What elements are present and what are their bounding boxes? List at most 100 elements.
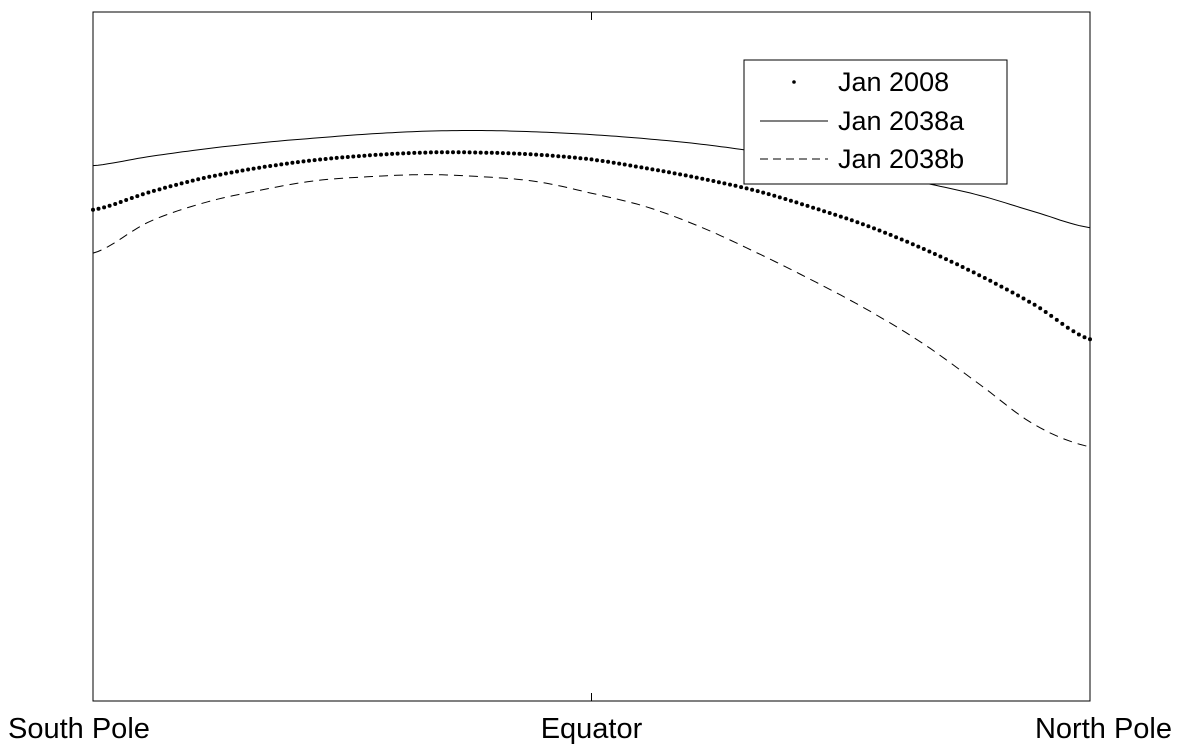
data-point — [1010, 290, 1015, 295]
data-point — [849, 218, 854, 223]
data-point — [772, 193, 777, 198]
data-point — [993, 281, 998, 286]
data-point — [905, 239, 910, 244]
data-point — [816, 207, 821, 212]
data-point — [379, 152, 383, 157]
data-point — [589, 157, 594, 162]
data-point — [362, 153, 367, 158]
data-point — [229, 170, 234, 175]
data-point — [722, 181, 727, 186]
data-point — [1043, 310, 1048, 314]
data-point — [523, 152, 527, 156]
data-point — [168, 184, 173, 189]
data-point — [179, 181, 184, 186]
data-point — [694, 175, 699, 180]
data-point — [301, 159, 306, 164]
data-point — [639, 165, 644, 170]
data-point — [246, 167, 251, 172]
data-point — [716, 180, 721, 185]
series-line-jan-2038b — [92, 174, 1091, 448]
data-point — [794, 200, 799, 205]
legend-box — [743, 59, 1008, 185]
data-point — [290, 160, 295, 165]
data-point — [883, 230, 888, 235]
data-point — [1049, 313, 1054, 318]
data-point — [467, 150, 472, 155]
data-point — [157, 187, 162, 192]
data-point — [728, 182, 732, 187]
data-point — [423, 150, 428, 155]
data-point — [888, 232, 893, 237]
legend: Jan 2008 Jan 2038a Jan 2038b — [743, 59, 1008, 185]
data-point — [102, 205, 107, 210]
data-point — [163, 185, 167, 190]
data-point — [268, 164, 273, 168]
x-tick-label: Equator — [541, 713, 643, 745]
data-point — [689, 174, 694, 179]
data-point — [1016, 293, 1020, 298]
data-point — [262, 164, 267, 169]
data-point — [445, 150, 450, 155]
data-point — [307, 158, 311, 163]
data-point — [711, 179, 716, 183]
data-point — [451, 150, 455, 155]
data-point — [1027, 299, 1032, 304]
data-point — [578, 156, 583, 161]
data-point — [844, 216, 849, 221]
data-point — [174, 182, 179, 187]
data-point — [733, 183, 738, 188]
data-point — [273, 163, 278, 168]
data-point — [235, 169, 239, 174]
data-point — [600, 159, 605, 163]
data-point — [656, 168, 660, 173]
data-point — [185, 180, 190, 184]
data-point — [257, 165, 262, 170]
data-point — [999, 284, 1004, 289]
data-point — [190, 178, 195, 183]
data-point — [977, 273, 982, 278]
data-point — [838, 214, 843, 219]
data-point — [417, 150, 422, 155]
data-point — [1021, 296, 1026, 301]
data-point — [334, 155, 339, 160]
data-point — [783, 197, 788, 201]
data-point — [705, 177, 710, 182]
data-point — [622, 162, 627, 167]
data-point — [439, 150, 444, 155]
data-point — [279, 162, 284, 167]
data-point — [606, 159, 611, 164]
data-point — [124, 198, 129, 202]
data-point — [1065, 325, 1070, 330]
data-point — [140, 192, 145, 197]
data-point — [478, 150, 483, 155]
data-point — [534, 152, 539, 157]
data-point — [1038, 306, 1043, 311]
data-point — [750, 187, 755, 192]
data-point — [489, 150, 494, 155]
data-point — [949, 259, 954, 264]
data-point — [517, 151, 522, 156]
series-group — [91, 130, 1092, 448]
data-point — [318, 157, 323, 162]
data-point — [1082, 335, 1087, 340]
data-point — [113, 202, 118, 206]
data-point — [833, 212, 838, 217]
data-point — [528, 152, 533, 157]
data-point — [739, 185, 744, 190]
data-point — [484, 150, 489, 155]
data-point — [595, 158, 599, 163]
data-point — [345, 155, 350, 159]
series-jan-2008 — [91, 150, 1092, 342]
data-point — [572, 155, 577, 160]
data-point — [329, 156, 334, 161]
data-point — [390, 151, 395, 156]
data-point — [788, 198, 793, 203]
data-point — [295, 160, 300, 165]
legend-label-jan-2008: Jan 2008 — [838, 67, 949, 97]
data-point — [151, 188, 156, 193]
data-point — [567, 155, 572, 160]
data-point — [118, 200, 123, 204]
data-point — [1071, 329, 1076, 334]
data-point — [107, 203, 112, 208]
data-point — [312, 158, 317, 163]
